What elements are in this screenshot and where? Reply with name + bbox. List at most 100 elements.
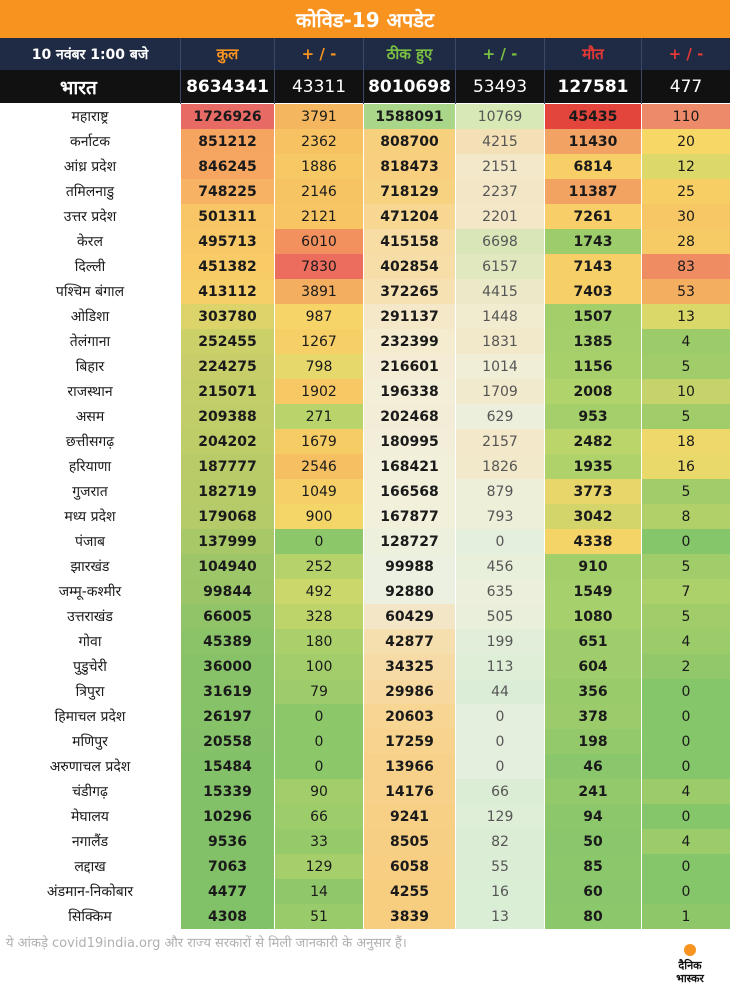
table-row: गोवा 45389 180 42877 199 651 4 xyxy=(0,629,730,654)
cell-total-change: 328 xyxy=(275,604,363,629)
cell-recovered: 128727 xyxy=(364,529,455,554)
cell-deaths-change: 12 xyxy=(642,154,730,179)
cell-total: 413112 xyxy=(181,279,274,304)
state-table: महाराष्ट्र 1726926 3791 1588091 10769 45435 11… xyxy=(0,104,730,929)
cell-total-change: 0 xyxy=(275,529,363,554)
india-deaths-change: 477 xyxy=(669,76,703,97)
cell-deaths-change: 4 xyxy=(642,829,730,854)
cell-recovered-change: 0 xyxy=(456,729,544,754)
state-name: जम्मू-कश्मीर xyxy=(0,579,180,604)
cell-total: 7063 xyxy=(181,854,274,879)
cell-recovered-change: 129 xyxy=(456,804,544,829)
sun-icon xyxy=(684,944,696,956)
cell-recovered: 196338 xyxy=(364,379,455,404)
source-note: ये आंकड़े covid19india.org और राज्य सरका… xyxy=(6,936,407,951)
cell-total: 451382 xyxy=(181,254,274,279)
cell-deaths: 1080 xyxy=(545,604,641,629)
state-name: नगालैंड xyxy=(0,829,180,854)
cell-total: 209388 xyxy=(181,404,274,429)
cell-total-change: 79 xyxy=(275,679,363,704)
cell-recovered-change: 2157 xyxy=(456,429,544,454)
cell-total-change: 2362 xyxy=(275,129,363,154)
cell-deaths-change: 2 xyxy=(642,654,730,679)
cell-total-change: 14 xyxy=(275,879,363,904)
cell-total: 252455 xyxy=(181,329,274,354)
cell-deaths: 3042 xyxy=(545,504,641,529)
cell-total-change: 180 xyxy=(275,629,363,654)
cell-deaths-change: 0 xyxy=(642,854,730,879)
cell-recovered-change: 16 xyxy=(456,879,544,904)
cell-deaths-change: 4 xyxy=(642,329,730,354)
table-row: अरुणाचल प्रदेश 15484 0 13966 0 46 0 xyxy=(0,754,730,779)
state-name: आंध्र प्रदेश xyxy=(0,154,180,179)
cell-total: 748225 xyxy=(181,179,274,204)
state-name: तमिलनाडु xyxy=(0,179,180,204)
column-divider xyxy=(455,38,456,104)
table-row: हिमाचल प्रदेश 26197 0 20603 0 378 0 xyxy=(0,704,730,729)
cell-recovered-change: 13 xyxy=(456,904,544,929)
state-name: महाराष्ट्र xyxy=(0,104,180,129)
table-row: तमिलनाडु 748225 2146 718129 2237 11387 25 xyxy=(0,179,730,204)
cell-recovered: 166568 xyxy=(364,479,455,504)
state-name: झारखंड xyxy=(0,554,180,579)
cell-deaths: 2008 xyxy=(545,379,641,404)
state-name: राजस्थान xyxy=(0,379,180,404)
cell-total: 36000 xyxy=(181,654,274,679)
cell-total: 4477 xyxy=(181,879,274,904)
cell-deaths: 94 xyxy=(545,804,641,829)
cell-deaths: 651 xyxy=(545,629,641,654)
cell-deaths-change: 0 xyxy=(642,704,730,729)
brand-logo: दैनिक भास्कर xyxy=(660,944,720,1000)
cell-recovered: 168421 xyxy=(364,454,455,479)
cell-recovered: 60429 xyxy=(364,604,455,629)
cell-recovered: 718129 xyxy=(364,179,455,204)
cell-total: 20558 xyxy=(181,729,274,754)
table-row: मणिपुर 20558 0 17259 0 198 0 xyxy=(0,729,730,754)
cell-deaths-change: 5 xyxy=(642,404,730,429)
cell-recovered-change: 10769 xyxy=(456,104,544,129)
cell-deaths: 378 xyxy=(545,704,641,729)
cell-recovered: 180995 xyxy=(364,429,455,454)
india-recovered: 8010698 xyxy=(368,76,451,97)
cell-recovered: 92880 xyxy=(364,579,455,604)
cell-total: 179068 xyxy=(181,504,274,529)
cell-deaths-change: 4 xyxy=(642,629,730,654)
cell-recovered-change: 635 xyxy=(456,579,544,604)
table-row: छत्तीसगढ़ 204202 1679 180995 2157 2482 18 xyxy=(0,429,730,454)
cell-deaths-change: 5 xyxy=(642,354,730,379)
table-row: गुजरात 182719 1049 166568 879 3773 5 xyxy=(0,479,730,504)
cell-total-change: 129 xyxy=(275,854,363,879)
cell-recovered-change: 2201 xyxy=(456,204,544,229)
cell-recovered-change: 44 xyxy=(456,679,544,704)
cell-deaths-change: 83 xyxy=(642,254,730,279)
cell-deaths: 1549 xyxy=(545,579,641,604)
column-divider xyxy=(180,38,181,104)
cell-deaths: 198 xyxy=(545,729,641,754)
cell-deaths: 11387 xyxy=(545,179,641,204)
cell-deaths: 1935 xyxy=(545,454,641,479)
cell-total: 9536 xyxy=(181,829,274,854)
cell-recovered-change: 199 xyxy=(456,629,544,654)
table-row: बिहार 224275 798 216601 1014 1156 5 xyxy=(0,354,730,379)
state-name: चंडीगढ़ xyxy=(0,779,180,804)
cell-total-change: 1267 xyxy=(275,329,363,354)
cell-recovered: 4255 xyxy=(364,879,455,904)
cell-deaths: 1507 xyxy=(545,304,641,329)
cell-recovered-change: 55 xyxy=(456,854,544,879)
cell-deaths-change: 5 xyxy=(642,554,730,579)
cell-total-change: 1679 xyxy=(275,429,363,454)
cell-recovered-change: 1448 xyxy=(456,304,544,329)
header-deaths: मौत xyxy=(582,45,604,63)
cell-total-change: 100 xyxy=(275,654,363,679)
cell-recovered-change: 1709 xyxy=(456,379,544,404)
state-name: तेलंगाना xyxy=(0,329,180,354)
cell-total-change: 798 xyxy=(275,354,363,379)
cell-total: 224275 xyxy=(181,354,274,379)
cell-recovered: 818473 xyxy=(364,154,455,179)
table-row: राजस्थान 215071 1902 196338 1709 2008 10 xyxy=(0,379,730,404)
logo-line-2: भास्कर xyxy=(676,972,704,985)
cell-deaths: 2482 xyxy=(545,429,641,454)
table-row: पंजाब 137999 0 128727 0 4338 0 xyxy=(0,529,730,554)
india-total-row: भारत 8634341 43311 8010698 53493 127581 … xyxy=(0,70,730,103)
cell-deaths-change: 5 xyxy=(642,604,730,629)
